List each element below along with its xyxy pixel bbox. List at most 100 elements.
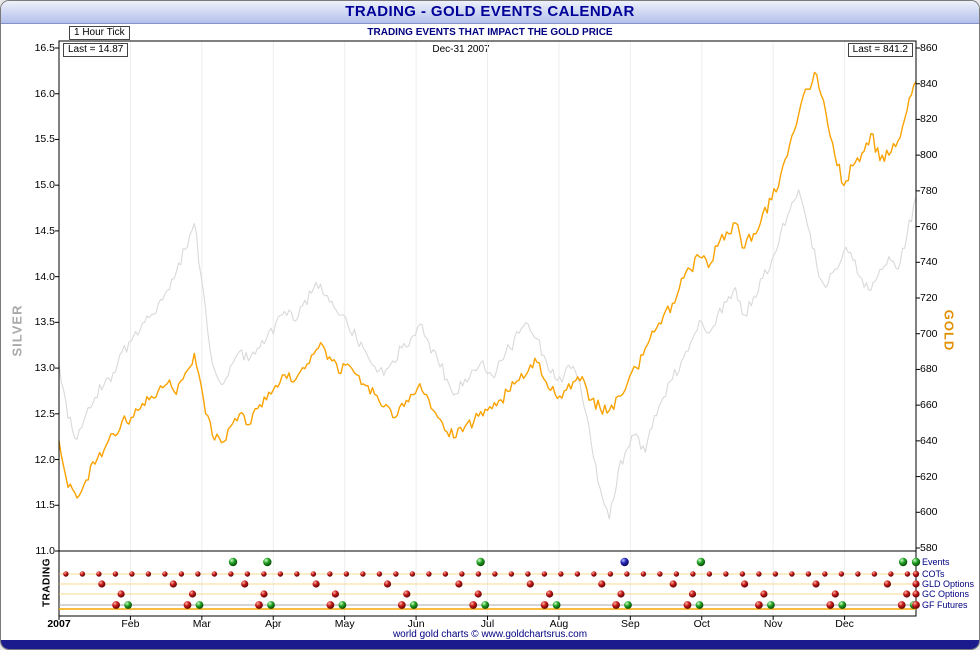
event-dot <box>481 601 490 609</box>
event-dot <box>426 571 432 577</box>
event-dot <box>117 590 125 598</box>
event-dot <box>145 571 152 577</box>
event-dot <box>657 571 663 577</box>
event-dot <box>723 571 729 577</box>
event-dot <box>898 557 908 567</box>
cursor-date-label: Dec-31 2007 <box>432 44 490 55</box>
event-dot <box>822 571 828 577</box>
event-dot <box>475 571 482 577</box>
event-dot <box>169 580 177 588</box>
event-dot <box>277 571 284 577</box>
event-dot <box>326 601 335 609</box>
event-dot <box>183 601 192 609</box>
event-dot <box>228 571 234 577</box>
event-dot <box>338 601 347 609</box>
event-dot <box>688 590 697 598</box>
silver-series-line <box>58 189 917 520</box>
page-title: TRADING - GOLD EVENTS CALENDAR <box>345 3 635 20</box>
event-dot <box>640 571 647 577</box>
event-dot <box>871 571 878 577</box>
event-dot <box>162 571 168 577</box>
event-dot <box>831 590 839 598</box>
event-dot <box>883 580 892 588</box>
event-dot <box>112 601 120 609</box>
event-dot <box>383 580 392 588</box>
event-dot <box>393 571 399 577</box>
event-dot <box>838 571 845 577</box>
event-dot <box>598 580 606 588</box>
event-dot <box>741 580 749 588</box>
legend-dot <box>911 557 921 567</box>
event-dot <box>442 571 449 577</box>
event-dot <box>112 571 119 577</box>
title-bar: TRADING - GOLD EVENTS CALENDAR <box>1 1 979 24</box>
legend-dot <box>912 590 920 598</box>
event-dot <box>789 571 795 577</box>
event-dot <box>624 571 630 577</box>
event-dot <box>826 601 835 609</box>
event-dot <box>178 571 185 577</box>
event-dot <box>241 580 249 588</box>
event-dot <box>690 571 696 577</box>
chart-subtitle: TRADING EVENTS THAT IMPACT THE GOLD PRIC… <box>367 27 613 38</box>
event-dot <box>624 601 632 609</box>
legend-dot <box>912 601 920 609</box>
gold-last-chip: Last = 841.2 <box>847 43 913 57</box>
event-dot <box>546 590 554 598</box>
event-dot <box>760 590 768 598</box>
event-dot <box>188 590 197 598</box>
event-dot <box>310 571 317 577</box>
event-dot <box>855 571 861 577</box>
event-dot <box>669 580 677 588</box>
event-dot <box>526 580 534 588</box>
gold-series-line <box>58 71 917 499</box>
event-dot <box>888 571 894 577</box>
event-dot <box>267 601 275 609</box>
event-dot <box>683 601 692 609</box>
event-dot <box>706 571 713 577</box>
event-dot <box>739 571 746 577</box>
event-dot <box>211 571 218 577</box>
event-dot <box>897 601 906 609</box>
event-dot <box>327 571 333 577</box>
events-panel-title: TRADING <box>41 557 53 608</box>
event-dot <box>96 571 102 577</box>
event-dot <box>244 571 251 577</box>
legend-dot <box>912 570 920 578</box>
event-dot <box>552 601 561 609</box>
right-axis-title: GOLD <box>941 309 957 352</box>
timeframe-chip: 1 Hour Tick <box>69 26 130 40</box>
event-dot <box>903 590 911 598</box>
event-dot <box>343 571 350 577</box>
event-dot <box>129 571 135 577</box>
event-dot <box>409 571 416 577</box>
event-dot <box>767 601 775 609</box>
event-dot <box>403 590 411 598</box>
event-dot <box>261 571 267 577</box>
event-dot <box>260 590 268 598</box>
event-dot <box>492 571 498 577</box>
left-axis-title: SILVER <box>9 304 25 357</box>
copyright-footer: world gold charts © www.goldchartsrus.co… <box>392 629 588 640</box>
event-dot <box>455 580 463 588</box>
event-dot <box>195 601 204 609</box>
event-dot <box>541 571 548 577</box>
event-dot <box>459 571 465 577</box>
event-dot <box>312 580 320 588</box>
event-dot <box>805 571 812 577</box>
event-dot <box>255 601 263 609</box>
event-dot <box>360 571 366 577</box>
event-dot <box>476 557 485 567</box>
legend-dot <box>912 580 920 588</box>
event-dot <box>756 571 762 577</box>
event-dot <box>228 557 238 567</box>
event-dot <box>98 580 106 588</box>
event-dot <box>474 590 482 598</box>
event-dot <box>508 571 515 577</box>
event-dot <box>904 571 911 577</box>
event-dot <box>558 571 564 577</box>
event-dot <box>376 571 383 577</box>
event-dot <box>617 590 625 598</box>
bottom-strip <box>1 640 979 649</box>
